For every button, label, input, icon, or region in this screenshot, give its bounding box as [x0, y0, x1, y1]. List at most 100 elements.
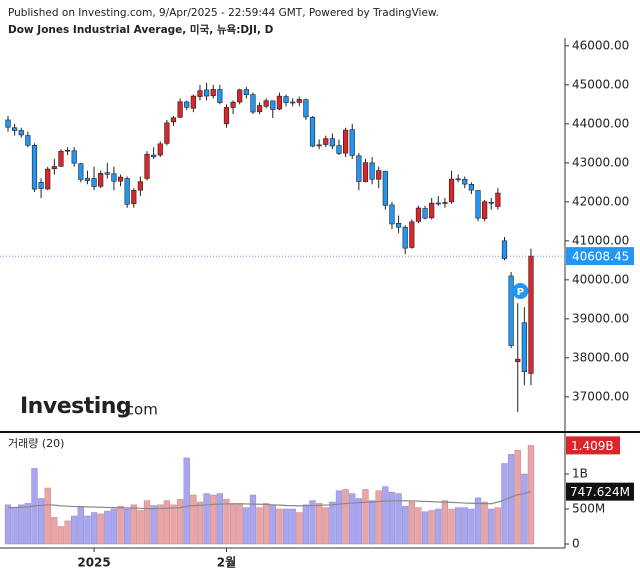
volume-bar — [176, 498, 184, 545]
volume-bar — [110, 508, 118, 545]
volume-bar — [157, 504, 164, 545]
y-tick-label: 44000.00 — [572, 116, 629, 130]
volume-bar — [329, 501, 336, 545]
ma-value-label: 747.624M — [570, 485, 630, 499]
candle-body — [124, 178, 130, 205]
candle-body — [369, 162, 375, 180]
x-tick-label: 2월 — [217, 555, 236, 570]
candle-body — [38, 182, 44, 189]
y-tick-label: 43000.00 — [572, 155, 629, 169]
candle-body — [230, 101, 236, 108]
candle-body — [276, 95, 283, 110]
candle-body — [455, 178, 461, 181]
candle-body — [223, 107, 230, 125]
volume-bar — [249, 494, 257, 545]
candle-body — [45, 168, 51, 190]
candle-body — [131, 189, 137, 205]
volume-bar — [44, 487, 51, 545]
volume-bar — [276, 508, 283, 545]
y-tick-label: 45000.00 — [572, 77, 629, 91]
volume-bar — [24, 503, 32, 545]
volume-bar — [183, 457, 190, 545]
volume-bar — [402, 505, 409, 545]
volume-tick-label: 1B — [572, 467, 588, 481]
volume-bar — [11, 507, 18, 545]
volume-bar — [243, 507, 250, 545]
volume-bar — [375, 490, 382, 545]
event-marker — [512, 283, 529, 299]
last-volume-box — [566, 436, 620, 455]
candle-body — [157, 143, 163, 156]
last-volume-label: 1.409B — [571, 439, 614, 453]
volume-bar — [514, 449, 521, 545]
volume-bar — [448, 508, 455, 545]
logo-main: Investing — [20, 394, 131, 419]
candle-body — [303, 99, 309, 118]
volume-bar — [382, 486, 389, 545]
candle-body — [170, 117, 177, 123]
candle-body — [217, 89, 223, 103]
candle-body — [91, 178, 97, 187]
volume-bar — [342, 489, 349, 545]
volume-bar — [282, 508, 290, 545]
volume-bar — [51, 517, 58, 545]
volume-bar — [507, 454, 515, 545]
candle-body — [12, 127, 18, 131]
volume-bar — [488, 508, 495, 545]
candle-body — [256, 105, 263, 113]
volume-bar — [170, 504, 177, 545]
volume-bar — [415, 507, 422, 545]
y-tick-label: 40000.00 — [572, 272, 629, 286]
volume-bar — [421, 511, 429, 545]
candle-body — [144, 153, 150, 179]
candle-body — [435, 202, 441, 205]
volume-bar — [117, 505, 124, 545]
y-tick-label: 41000.00 — [572, 233, 629, 247]
candle-body — [395, 223, 402, 228]
candle-body — [210, 89, 216, 97]
volume-bar — [203, 493, 210, 545]
volume-bar — [296, 512, 303, 545]
volume-bar — [263, 503, 270, 545]
candle-body — [98, 173, 104, 187]
candle-body — [283, 96, 289, 103]
candle-body — [521, 322, 527, 372]
candle-body — [389, 204, 395, 225]
volume-bar — [441, 500, 449, 545]
volume-bar — [335, 490, 343, 545]
candle-body — [409, 221, 415, 248]
last-price-label: 40608.45 — [572, 250, 629, 264]
candle-body — [468, 184, 475, 191]
candle-body — [429, 202, 435, 219]
candle-body — [336, 145, 342, 154]
candle-body — [515, 358, 521, 363]
candle-body — [71, 150, 77, 164]
candle-body — [376, 170, 382, 180]
volume-bar — [481, 501, 488, 545]
volume-bar — [355, 498, 363, 545]
volume-bar — [494, 507, 502, 545]
y-tick-label: 38000.00 — [572, 350, 629, 364]
candle-body — [137, 181, 144, 191]
volume-bar — [4, 504, 12, 545]
candle-body — [402, 226, 408, 249]
volume-bar — [143, 500, 151, 545]
candle-body — [356, 155, 362, 182]
candle-body — [58, 150, 64, 167]
candle-body — [243, 89, 249, 96]
candle-body — [349, 129, 355, 156]
candle-body — [263, 100, 269, 107]
volume-bar — [474, 497, 482, 545]
volume-bar — [256, 507, 263, 545]
volume-bar — [521, 473, 528, 545]
candle-body — [462, 178, 468, 185]
volume-bar — [223, 498, 230, 545]
volume-bar — [57, 526, 65, 545]
volume-bar — [468, 508, 475, 545]
volume-bar — [309, 500, 316, 545]
volume-bar — [77, 506, 84, 545]
volume-bar — [104, 510, 111, 545]
volume-bar — [315, 503, 323, 545]
